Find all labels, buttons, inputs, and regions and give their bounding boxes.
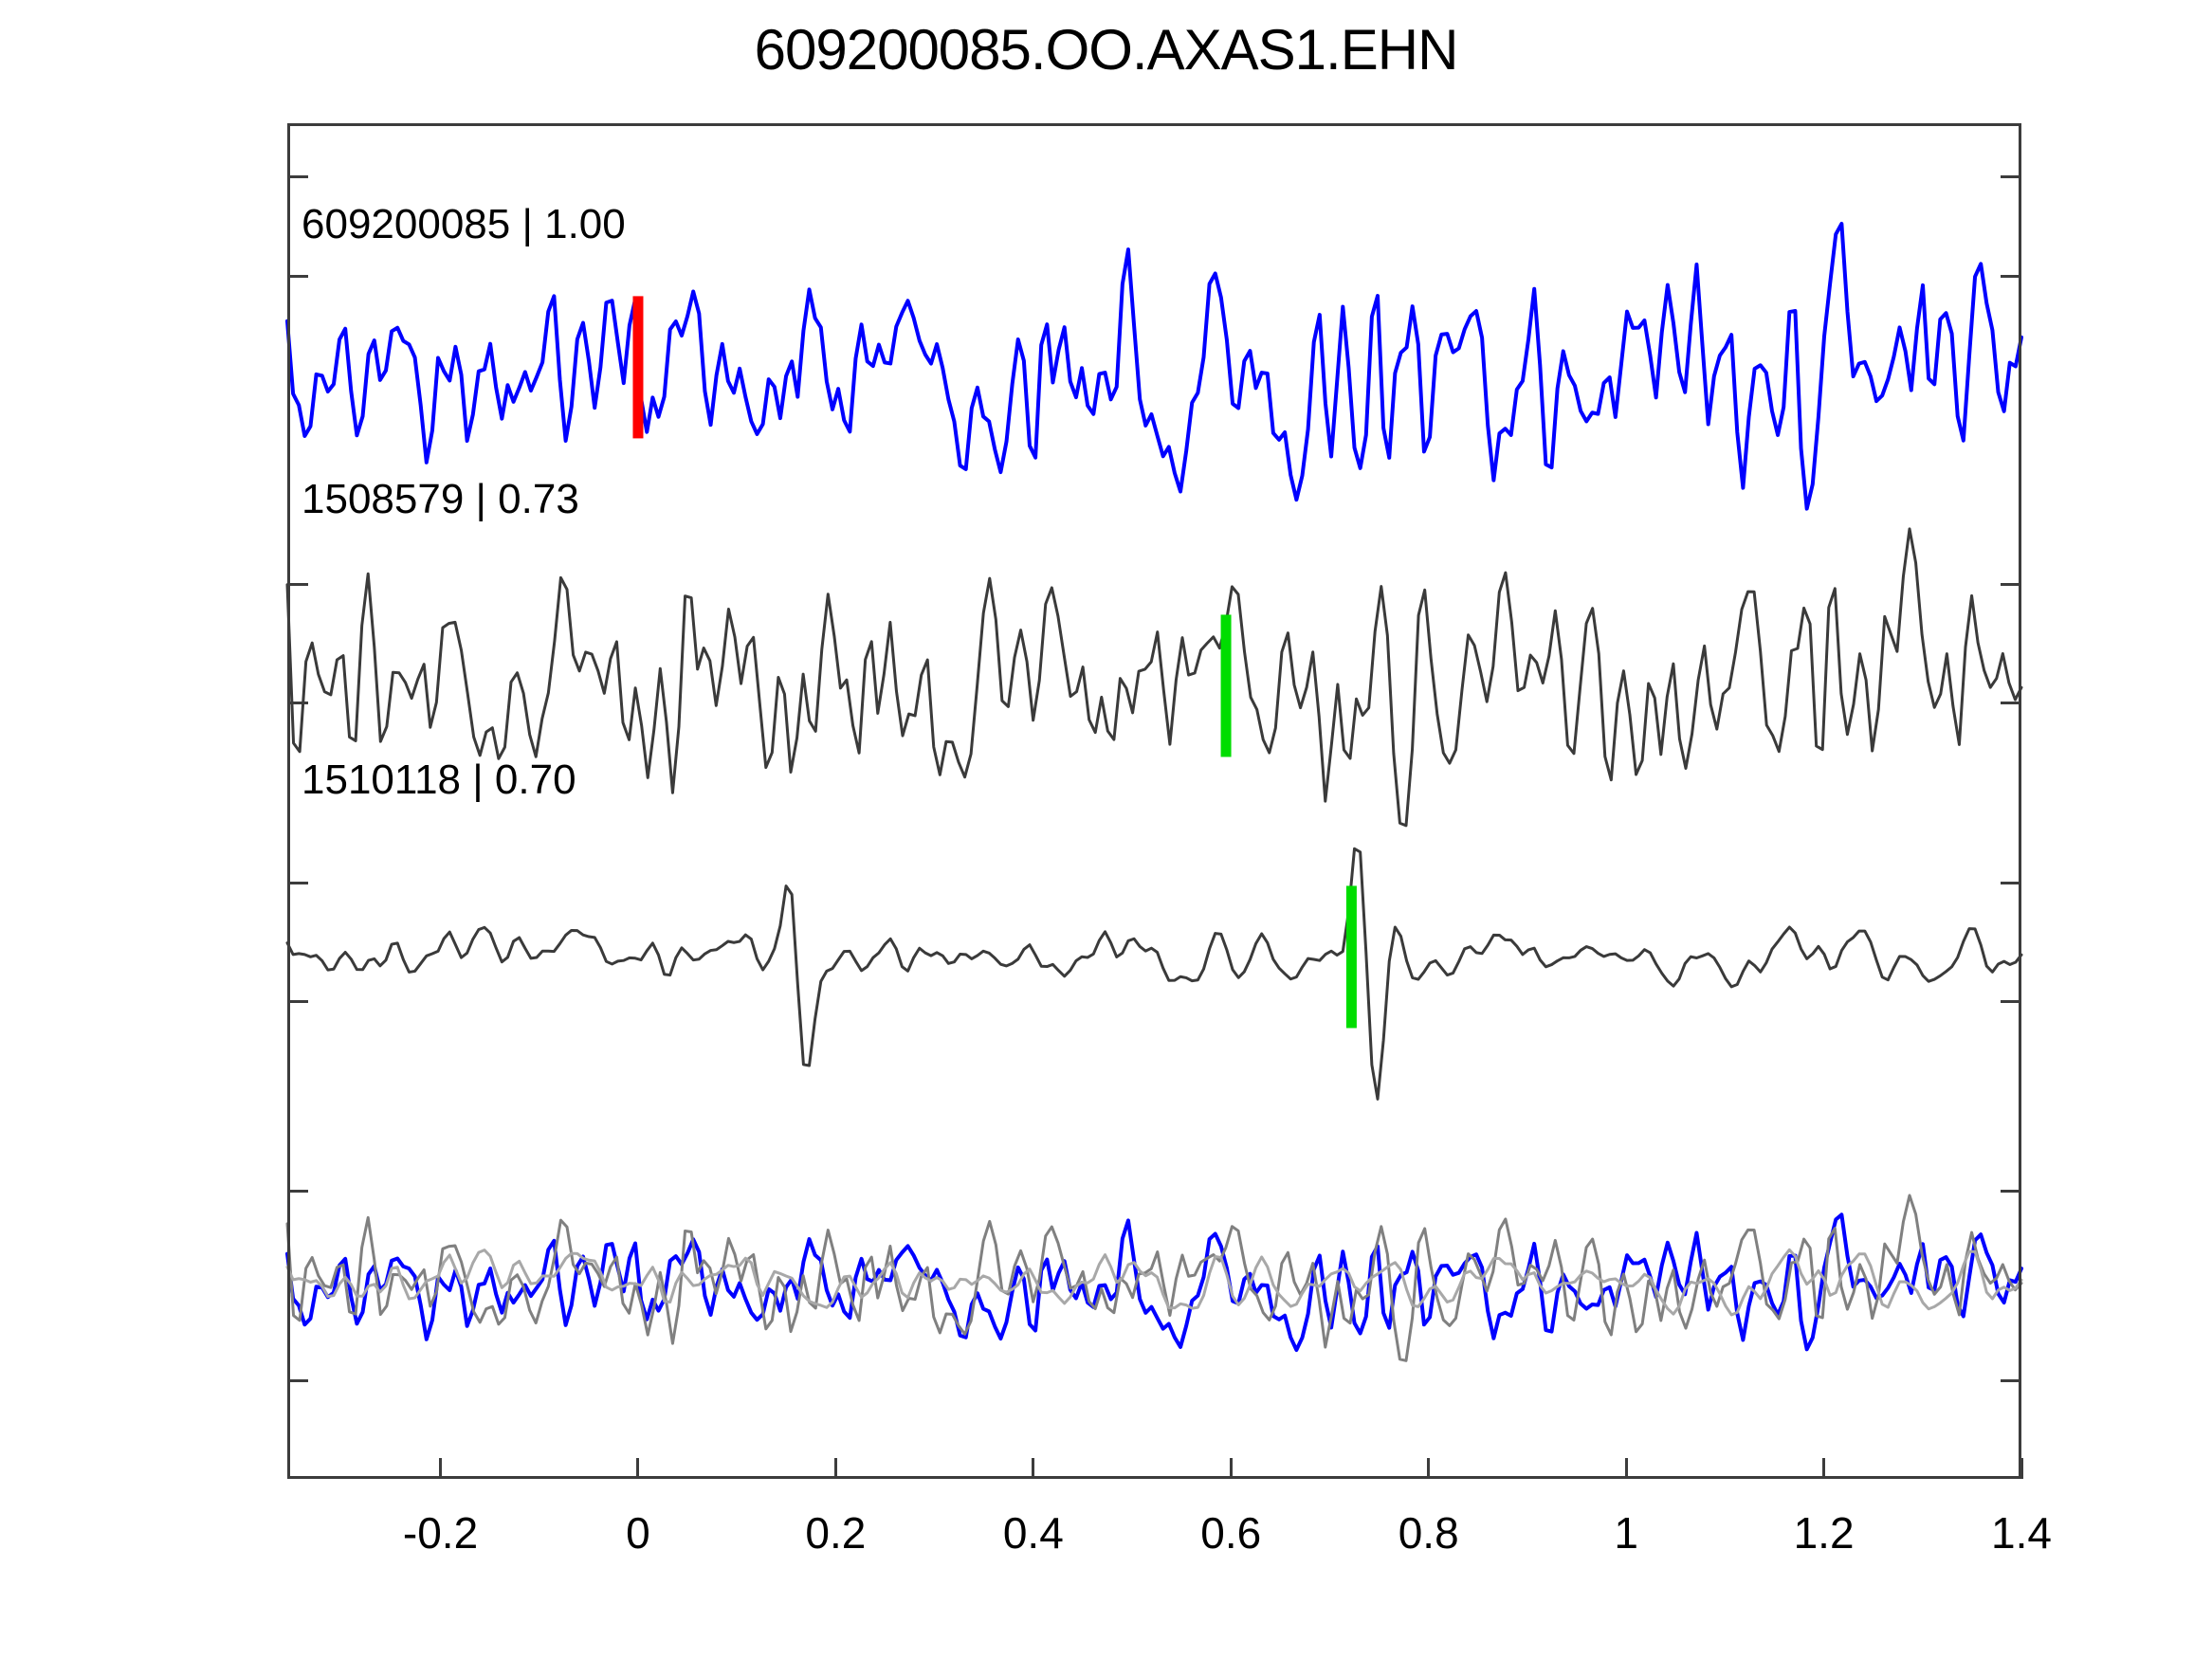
x-tick-label-8: 1.4 xyxy=(1991,1508,2052,1558)
x-tick-2 xyxy=(833,1458,837,1479)
x-tick-4 xyxy=(1229,1458,1233,1479)
x-tick-5 xyxy=(1427,1458,1431,1479)
y-tick-right-1 xyxy=(2001,275,2021,278)
y-tick-left-4 xyxy=(287,882,308,884)
x-tick-3 xyxy=(1032,1458,1035,1479)
waveform-1510118 xyxy=(285,847,2023,1101)
x-tick-label-5: 0.8 xyxy=(1398,1508,1459,1558)
y-tick-left-6 xyxy=(287,1190,308,1193)
y-tick-right-2 xyxy=(2001,583,2021,586)
pick-marker-1510118 xyxy=(1345,885,1357,1029)
trace-label-1: 1508579 | 0.73 xyxy=(302,476,579,522)
x-tick-0 xyxy=(439,1458,443,1479)
y-tick-right-7 xyxy=(2001,1379,2021,1382)
y-tick-left-2 xyxy=(287,583,308,586)
y-tick-left-1 xyxy=(287,275,308,278)
x-tick-8 xyxy=(2020,1458,2023,1479)
y-tick-right-6 xyxy=(2001,1190,2021,1193)
x-tick-label-6: 1 xyxy=(1614,1508,1638,1558)
x-tick-7 xyxy=(1822,1458,1826,1479)
waveform-traces xyxy=(285,222,2023,1362)
page-title: 609200085.OO.AXAS1.EHN xyxy=(754,18,1459,82)
y-tick-left-3 xyxy=(287,702,308,704)
y-tick-right-5 xyxy=(2001,1000,2021,1003)
y-tick-left-7 xyxy=(287,1379,308,1382)
x-tick-label-0: -0.2 xyxy=(402,1508,479,1558)
y-tick-right-3 xyxy=(2001,702,2021,704)
waveform-overlay-gray-dark xyxy=(285,1194,2023,1362)
x-tick-label-4: 0.6 xyxy=(1200,1508,1262,1558)
waveform-overlay-gray-light xyxy=(285,1248,2023,1317)
y-tick-right-4 xyxy=(2001,882,2021,884)
pick-marker-1508579 xyxy=(1220,614,1232,757)
pick-marker-609200085 xyxy=(632,296,644,439)
y-tick-left-0 xyxy=(287,175,308,178)
y-tick-left-5 xyxy=(287,1000,308,1003)
y-tick-right-0 xyxy=(2001,175,2021,178)
waveform-609200085 xyxy=(285,222,2023,511)
x-tick-label-1: 0 xyxy=(626,1508,650,1558)
x-tick-6 xyxy=(1624,1458,1628,1479)
x-tick-label-3: 0.4 xyxy=(1002,1508,1064,1558)
x-tick-1 xyxy=(636,1458,640,1479)
trace-label-0: 609200085 | 1.00 xyxy=(302,201,626,247)
trace-label-2: 1510118 | 0.70 xyxy=(302,757,576,803)
waveform-overlay-blue xyxy=(285,1212,2023,1353)
x-tick-label-2: 0.2 xyxy=(805,1508,867,1558)
waveform-1508579 xyxy=(285,527,2023,828)
x-tick-label-7: 1.2 xyxy=(1793,1508,1855,1558)
